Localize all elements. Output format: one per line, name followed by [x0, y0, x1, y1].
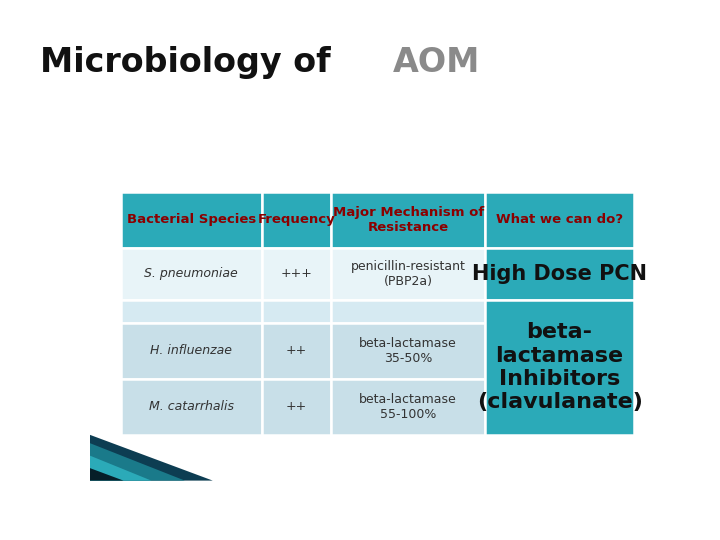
Text: beta-
lactamase
Inhibitors
(clavulanate): beta- lactamase Inhibitors (clavulanate)	[477, 322, 642, 412]
Text: High Dose PCN: High Dose PCN	[472, 264, 647, 284]
Text: beta-lactamase
55-100%: beta-lactamase 55-100%	[359, 393, 457, 421]
FancyBboxPatch shape	[121, 379, 262, 435]
FancyBboxPatch shape	[331, 300, 485, 322]
Polygon shape	[90, 435, 213, 481]
FancyBboxPatch shape	[121, 322, 262, 379]
Text: Major Mechanism of
Resistance: Major Mechanism of Resistance	[333, 206, 484, 234]
FancyBboxPatch shape	[262, 379, 331, 435]
Polygon shape	[90, 456, 151, 481]
Text: penicillin-resistant
(PBP2a): penicillin-resistant (PBP2a)	[351, 260, 466, 288]
FancyBboxPatch shape	[331, 379, 485, 435]
Text: beta-lactamase
35-50%: beta-lactamase 35-50%	[359, 336, 457, 365]
Text: Bacterial Species: Bacterial Species	[127, 213, 256, 226]
Text: M. catarrhalis: M. catarrhalis	[149, 400, 234, 413]
FancyBboxPatch shape	[121, 248, 262, 300]
FancyBboxPatch shape	[121, 300, 262, 322]
FancyBboxPatch shape	[262, 322, 331, 379]
Text: S. pneumoniae: S. pneumoniae	[145, 267, 238, 280]
Polygon shape	[90, 468, 124, 481]
FancyBboxPatch shape	[485, 300, 634, 435]
FancyBboxPatch shape	[262, 300, 331, 322]
FancyBboxPatch shape	[262, 192, 331, 248]
Polygon shape	[90, 443, 185, 481]
FancyBboxPatch shape	[485, 192, 634, 248]
FancyBboxPatch shape	[485, 248, 634, 300]
Text: Frequency: Frequency	[258, 213, 336, 226]
FancyBboxPatch shape	[121, 192, 262, 248]
Text: ++: ++	[286, 400, 307, 413]
Text: +++: +++	[281, 267, 312, 280]
FancyBboxPatch shape	[331, 322, 485, 379]
FancyBboxPatch shape	[331, 192, 485, 248]
Text: What we can do?: What we can do?	[496, 213, 624, 226]
Text: AOM: AOM	[392, 46, 480, 79]
Text: Microbiology of: Microbiology of	[40, 46, 342, 79]
Text: ++: ++	[286, 344, 307, 357]
FancyBboxPatch shape	[262, 248, 331, 300]
FancyBboxPatch shape	[331, 248, 485, 300]
Text: H. influenzae: H. influenzae	[150, 344, 233, 357]
